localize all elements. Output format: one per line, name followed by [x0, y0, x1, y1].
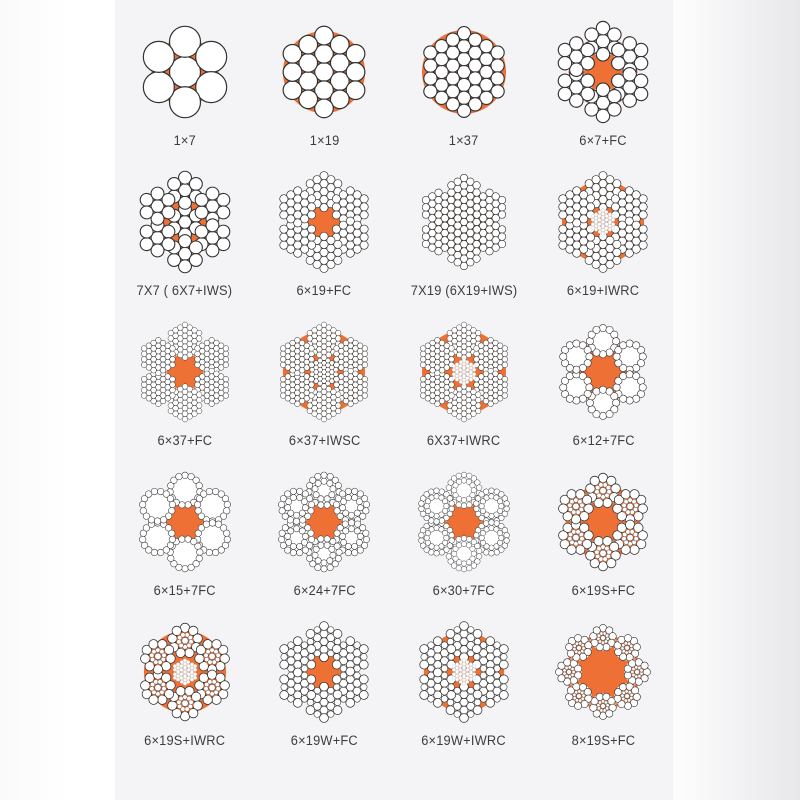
rope-cell: 6×7+FC [534, 16, 674, 166]
rope-label: 7X7 ( 6X7+IWS) [136, 283, 233, 298]
rope-label: 1×7 [173, 133, 196, 148]
rope-label: 6×19S+FC [571, 583, 636, 598]
rope-grid: 1×7 1×19 1×37 6×7+FC 7X7 ( 6X7+IWS) 6×19… [115, 0, 673, 766]
rope-cross-section-diagram [280, 321, 369, 423]
rope-cell: 7X19 (6X19+IWS) [394, 166, 534, 316]
rope-label: 6×19W+IWRC [421, 733, 507, 748]
rope-cell: 6×12+7FC [534, 316, 674, 466]
rope-label: 6X37+IWRC [427, 433, 501, 448]
rope-cell: 6X37+IWRC [394, 316, 534, 466]
rope-cell: 1×7 [115, 16, 255, 166]
rope-label: 1×19 [309, 133, 340, 148]
rope-cross-section-diagram [142, 25, 228, 119]
rope-cell: 6×19W+FC [255, 616, 395, 766]
rope-label: 6×19W+FC [290, 733, 358, 748]
rope-cross-section-diagram [559, 324, 647, 420]
rope-cross-section-diagram [558, 171, 648, 273]
rope-cell: 6×24+7FC [255, 466, 395, 616]
rope-cross-section-diagram [558, 472, 649, 572]
rope-cross-section-diagram [139, 170, 231, 274]
rope-cell: 7X7 ( 6X7+IWS) [115, 166, 255, 316]
rope-label: 6×30+7FC [432, 583, 495, 598]
rope-label: 6×15+7FC [153, 583, 216, 598]
rope-cross-section-diagram [282, 25, 366, 119]
rope-label: 6×37+FC [157, 433, 213, 448]
rope-cross-section-diagram [419, 321, 508, 423]
rope-label: 8×19S+FC [571, 733, 636, 748]
rope-cell: 8×19S+FC [534, 616, 674, 766]
rope-cross-section-diagram [278, 471, 371, 573]
rope-cross-section-diagram [140, 321, 229, 423]
rope-cross-section-diagram [418, 471, 510, 573]
rope-label: 1×37 [448, 133, 479, 148]
rope-cross-section-diagram [279, 171, 369, 273]
rope-cell: 1×37 [394, 16, 534, 166]
rope-cell: 6×19+IWRC [534, 166, 674, 316]
rope-cell: 1×19 [255, 16, 395, 166]
rope-cell: 6×15+7FC [115, 466, 255, 616]
rope-cross-section-diagram [419, 621, 509, 723]
rope-cell: 6×19W+IWRC [394, 616, 534, 766]
rope-cross-section-diagram [138, 471, 231, 573]
rope-cross-section-diagram [557, 20, 649, 124]
rope-label: 6×19+FC [296, 283, 352, 298]
rope-cell: 6×37+IWSC [255, 316, 395, 466]
rope-cell: 6×37+FC [115, 316, 255, 466]
rope-cell: 6×30+7FC [394, 466, 534, 616]
rope-cell: 6×19S+IWRC [115, 616, 255, 766]
rope-cross-section-diagram [421, 173, 506, 271]
wire-rope-chart-card: 1×7 1×19 1×37 6×7+FC 7X7 ( 6X7+IWS) 6×19… [115, 0, 673, 800]
rope-cross-section-diagram [139, 622, 230, 722]
rope-cross-section-diagram [555, 624, 652, 720]
rope-label: 6×19+IWRC [567, 283, 640, 298]
rope-label: 6×12+7FC [572, 433, 635, 448]
rope-label: 7X19 (6X19+IWS) [410, 283, 518, 298]
rope-label: 6×37+IWSC [288, 433, 361, 448]
rope-label: 6×24+7FC [293, 583, 356, 598]
rope-cell: 6×19+FC [255, 166, 395, 316]
rope-cell: 6×19S+FC [534, 466, 674, 616]
rope-label: 6×7+FC [579, 133, 627, 148]
rope-cross-section-diagram [421, 26, 506, 118]
rope-cross-section-diagram [279, 621, 369, 723]
rope-label: 6×19S+IWRC [144, 733, 226, 748]
